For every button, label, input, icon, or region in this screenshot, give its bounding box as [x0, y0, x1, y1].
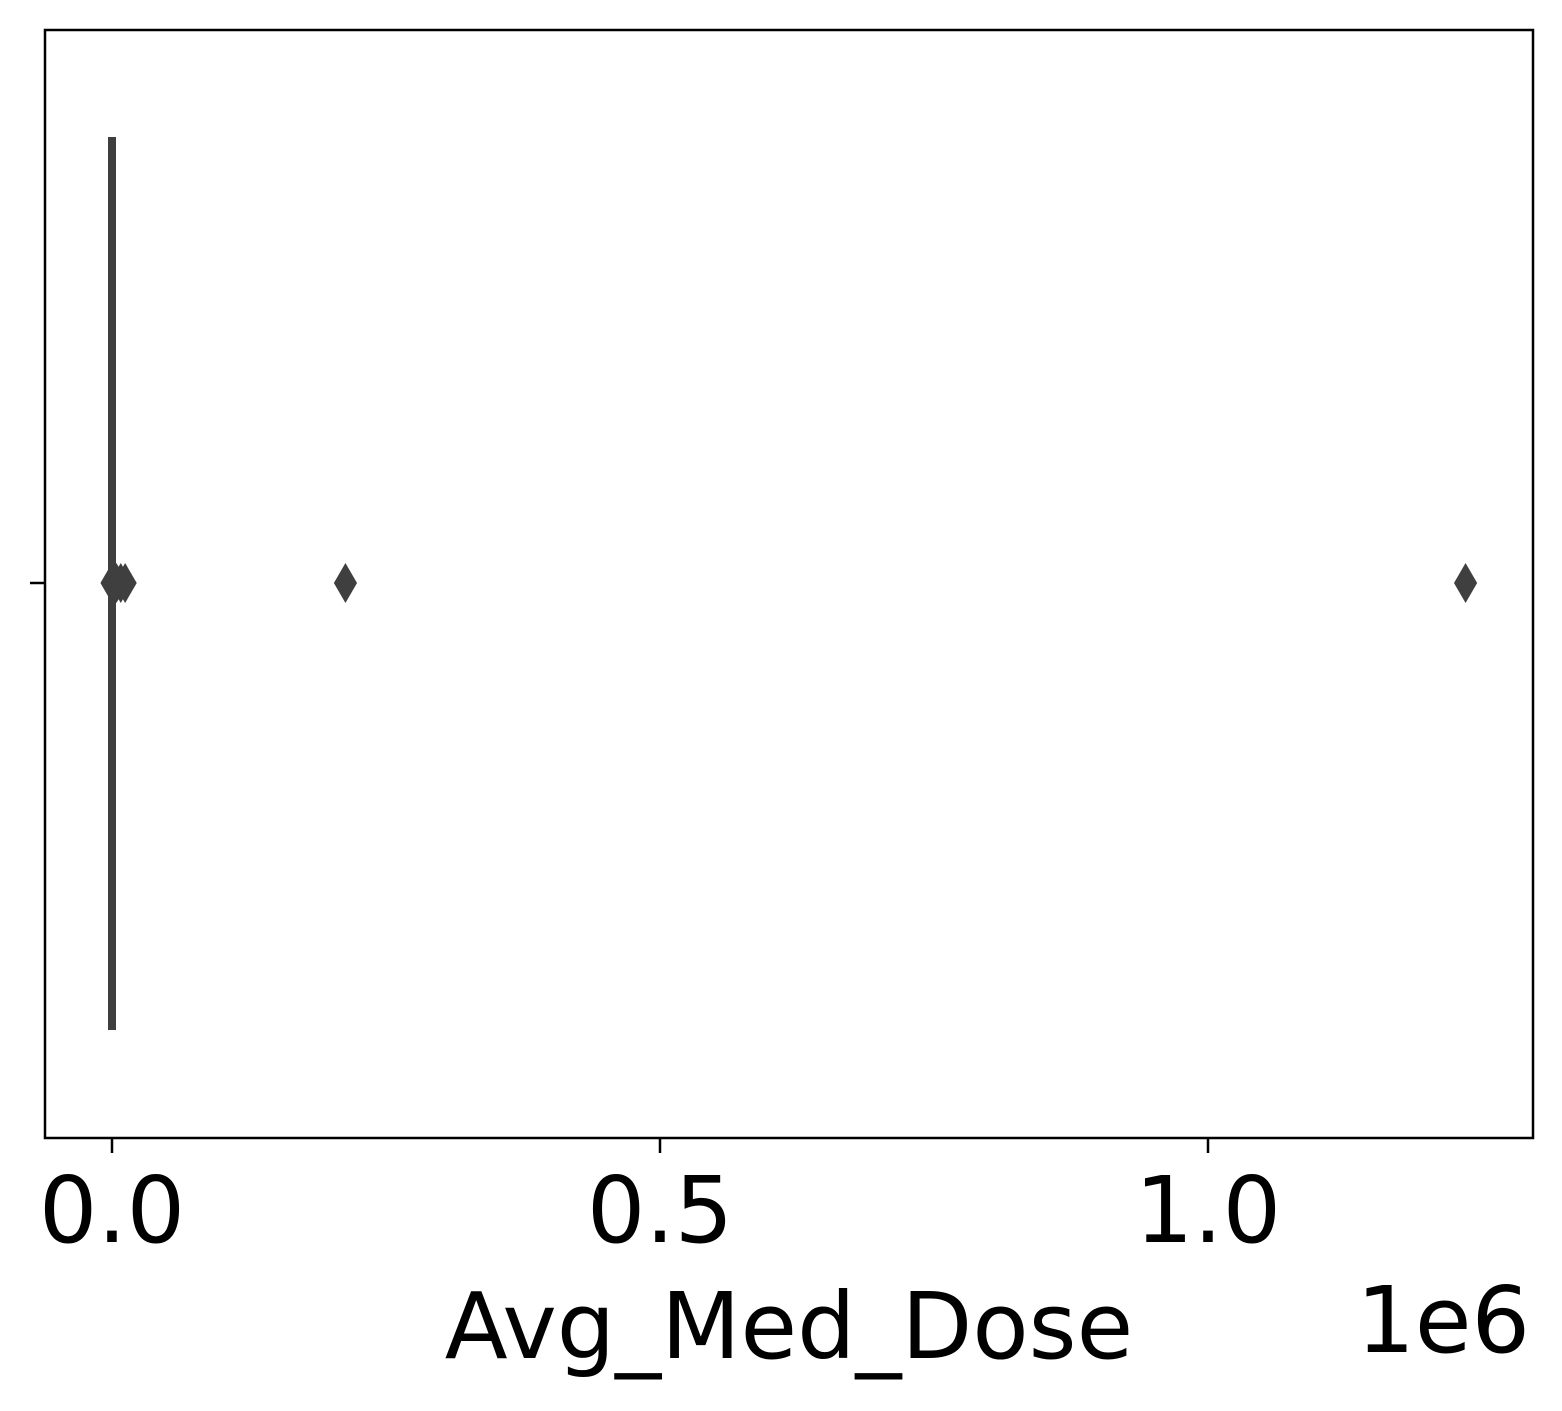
x-axis-label: Avg_Med_Dose	[445, 1273, 1133, 1380]
outlier-point	[1453, 563, 1478, 603]
x-tick-label: 0.5	[587, 1157, 733, 1264]
x-axis: 0.0 0.5 1.0	[39, 1138, 1281, 1264]
outlier-point	[113, 563, 137, 603]
plot-marks	[100, 137, 1478, 1030]
outlier-point	[333, 563, 358, 603]
x-tick-label: 1.0	[1135, 1157, 1281, 1264]
x-tick-label: 0.0	[39, 1157, 185, 1264]
x-offset-label: 1e6	[1356, 1267, 1530, 1374]
plot-background	[45, 30, 1533, 1138]
